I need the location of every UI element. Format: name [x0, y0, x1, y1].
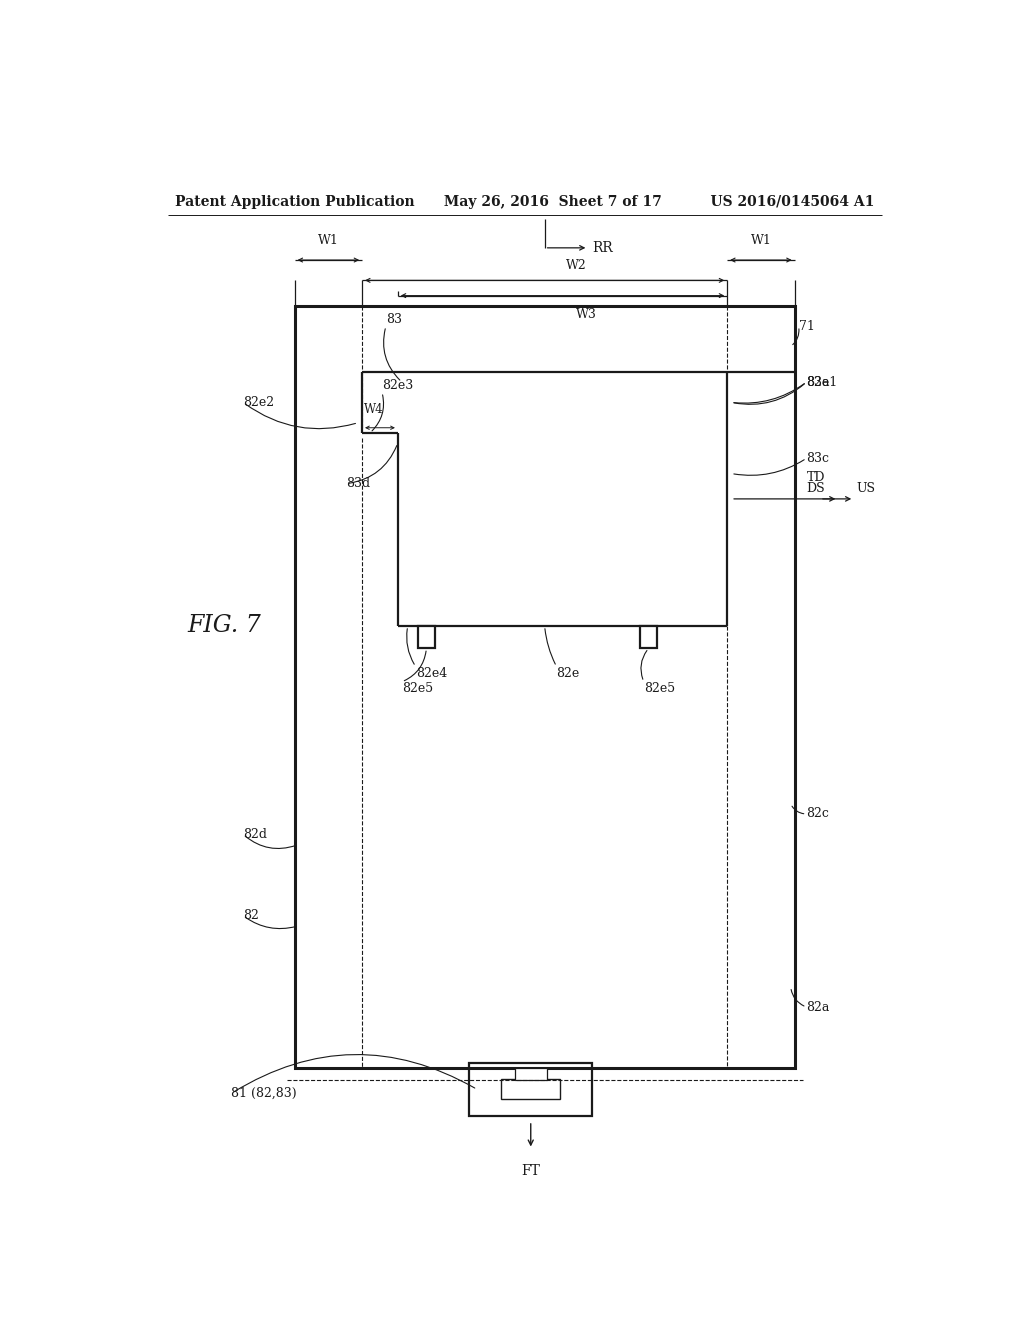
Text: 82: 82 — [243, 909, 259, 923]
Text: 83a: 83a — [807, 375, 830, 388]
Text: US: US — [856, 482, 876, 495]
Text: W2: W2 — [566, 259, 587, 272]
Text: 82e4: 82e4 — [416, 667, 446, 680]
Bar — [295, 306, 795, 1068]
Text: DS: DS — [807, 482, 825, 495]
Text: RR: RR — [592, 240, 613, 255]
Text: W1: W1 — [751, 234, 771, 247]
Text: 82e1: 82e1 — [807, 375, 838, 388]
Text: W1: W1 — [317, 234, 339, 247]
Text: 82e5: 82e5 — [644, 682, 675, 694]
Text: FIG. 7: FIG. 7 — [187, 614, 261, 638]
Text: 82e5: 82e5 — [401, 682, 433, 694]
Text: W3: W3 — [575, 308, 597, 321]
Text: 82d: 82d — [243, 828, 267, 841]
Text: 82a: 82a — [807, 1001, 829, 1014]
Bar — [515, 1068, 547, 1080]
Text: TD: TD — [807, 471, 825, 483]
Text: 83: 83 — [386, 313, 401, 326]
Text: 82e3: 82e3 — [382, 379, 414, 392]
Text: 83c: 83c — [807, 451, 829, 465]
Text: 83d: 83d — [346, 477, 371, 490]
Text: W4: W4 — [364, 403, 383, 416]
Text: FT: FT — [521, 1164, 541, 1177]
Bar — [418, 626, 435, 648]
Text: 71: 71 — [799, 319, 814, 333]
Text: Patent Application Publication      May 26, 2016  Sheet 7 of 17          US 2016: Patent Application Publication May 26, 2… — [175, 195, 874, 209]
Bar — [469, 1063, 592, 1115]
Bar — [501, 1078, 560, 1100]
Text: 82e2: 82e2 — [243, 396, 274, 409]
Bar — [640, 626, 657, 648]
Text: 81 (82,83): 81 (82,83) — [231, 1086, 297, 1100]
Text: 82c: 82c — [807, 808, 829, 821]
Text: 82e: 82e — [557, 667, 580, 680]
